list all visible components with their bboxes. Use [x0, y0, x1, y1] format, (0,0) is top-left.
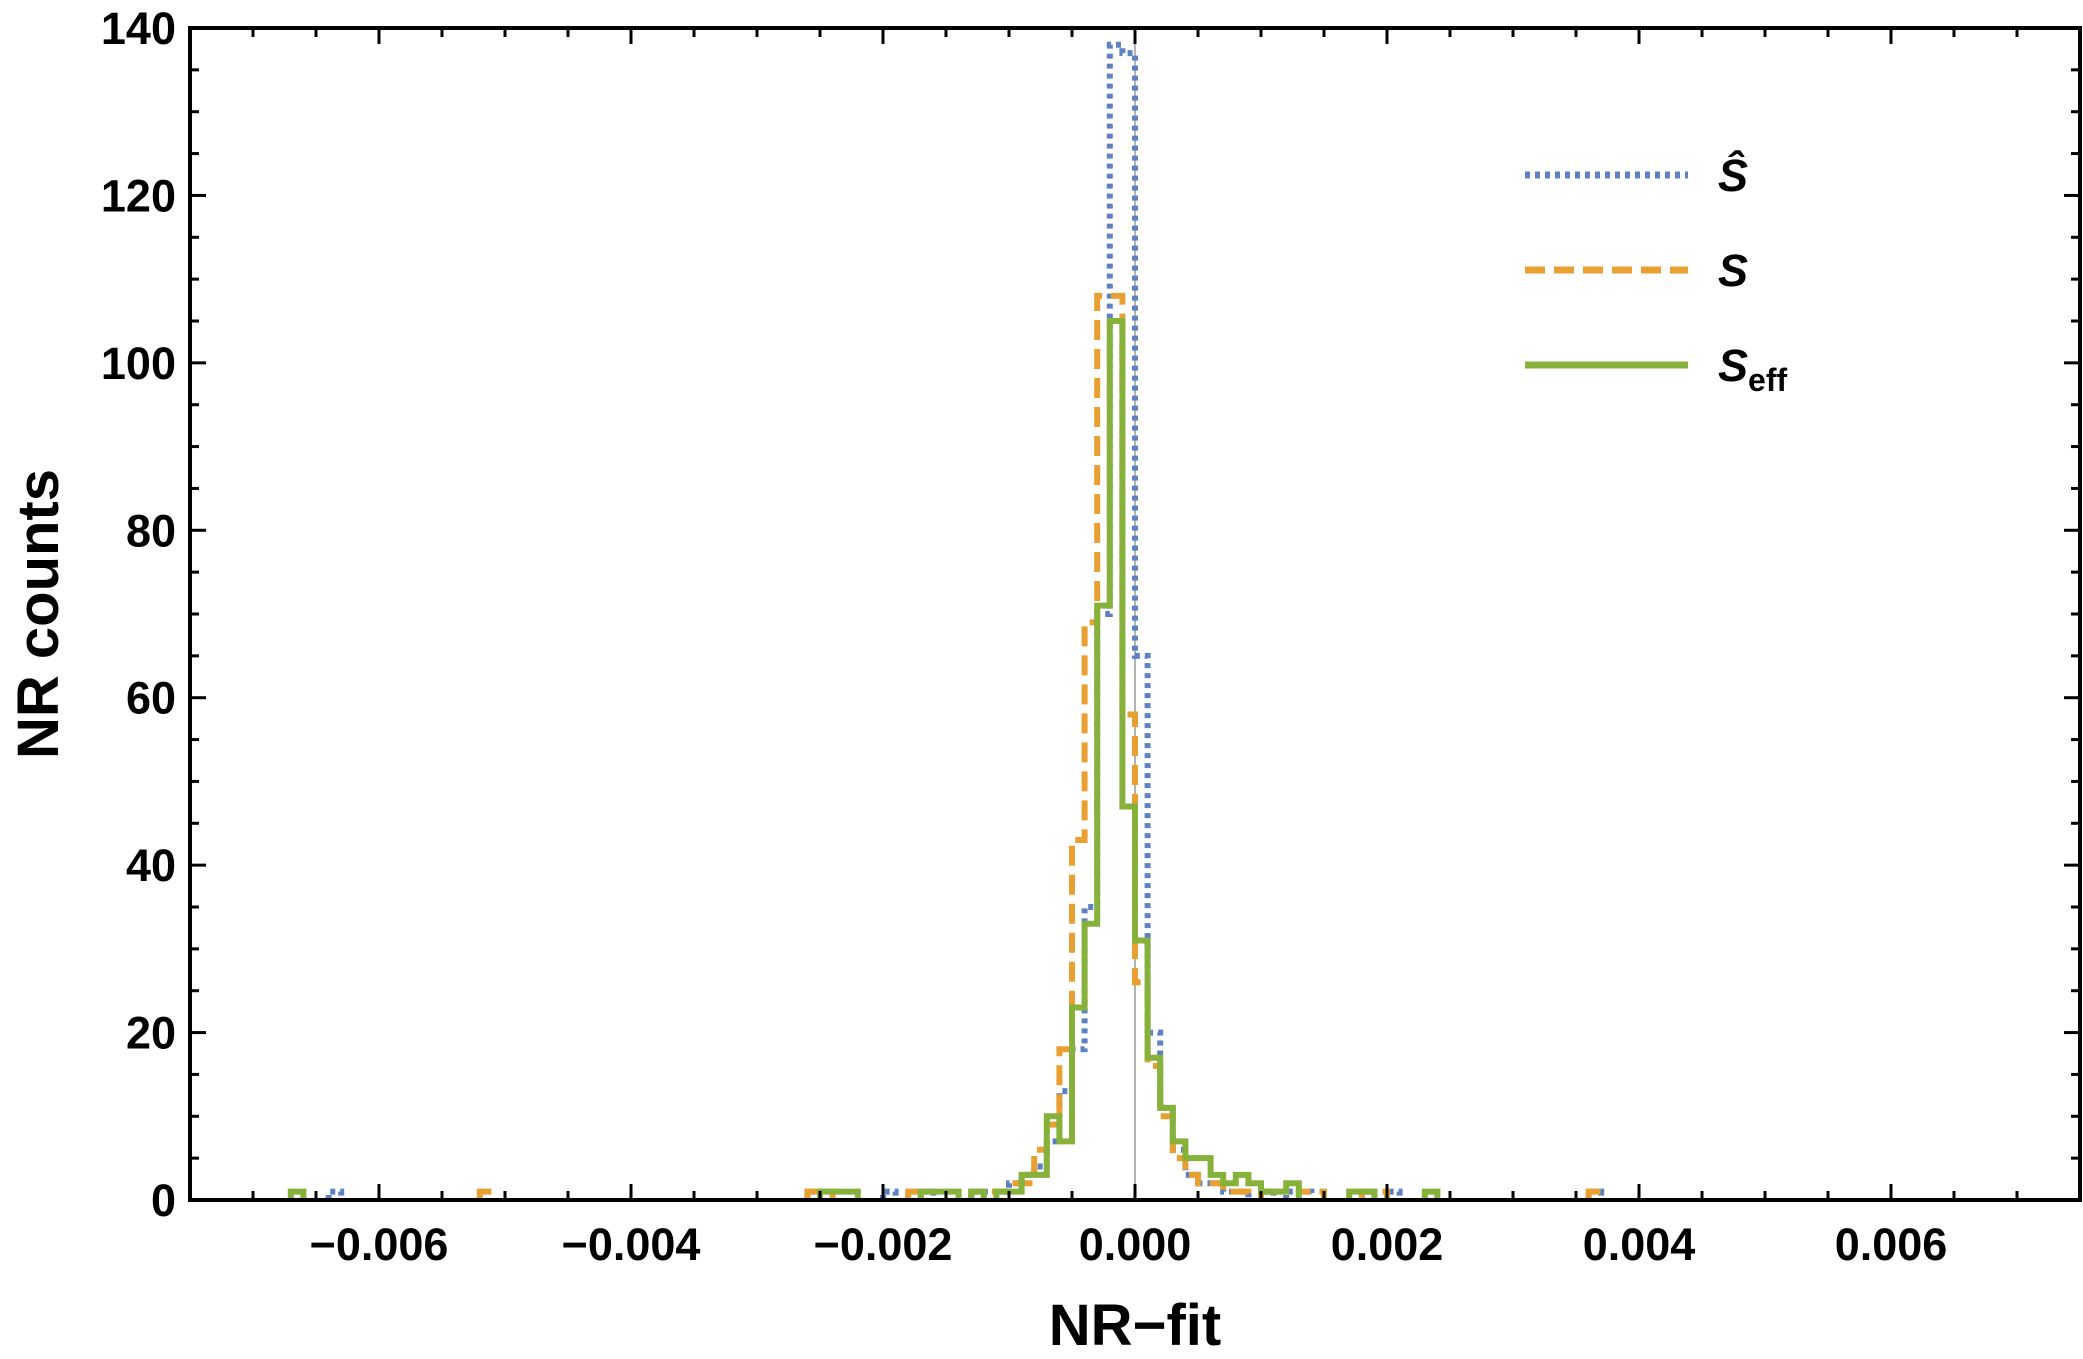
x-tick-label: 0.004: [1583, 1219, 1696, 1270]
y-tick-label: 80: [126, 505, 176, 556]
legend-label-s: S: [1718, 245, 1748, 296]
x-tick-label: −0.002: [814, 1219, 953, 1270]
y-axis-title: NR counts: [6, 469, 71, 759]
y-tick-label: 100: [101, 338, 176, 389]
legend-label-s_hat: Ŝ: [1718, 150, 1748, 201]
x-tick-label: 0.000: [1079, 1219, 1192, 1270]
legend-label-s_eff: Seff: [1718, 340, 1787, 398]
x-tick-label: −0.004: [562, 1219, 701, 1270]
x-tick-label: 0.006: [1835, 1219, 1948, 1270]
y-tick-label: 40: [126, 840, 176, 891]
series-s_eff-line: [287, 318, 1441, 1200]
y-axis-ticks: 0 20 40 60 80 100 120 140: [101, 3, 2080, 1226]
y-tick-label: 20: [126, 1008, 176, 1059]
y-tick-label: 0: [151, 1175, 176, 1226]
legend: ŜS Seff: [1525, 150, 1787, 398]
x-tick-label: 0.002: [1331, 1219, 1444, 1270]
y-tick-label: 120: [101, 170, 176, 221]
x-axis-ticks: −0.006 −0.004 −0.002 0.000 0.002 0.004 0.006: [251, 28, 2019, 1270]
series-s-line: [476, 292, 1605, 1200]
x-tick-label: −0.006: [310, 1219, 449, 1270]
series-layer: [287, 41, 1605, 1200]
series-s_hat-line: [325, 41, 1605, 1200]
x-axis-title: NR−fit: [1049, 1293, 1221, 1358]
y-tick-label: 140: [101, 3, 176, 54]
y-tick-label: 60: [126, 673, 176, 724]
